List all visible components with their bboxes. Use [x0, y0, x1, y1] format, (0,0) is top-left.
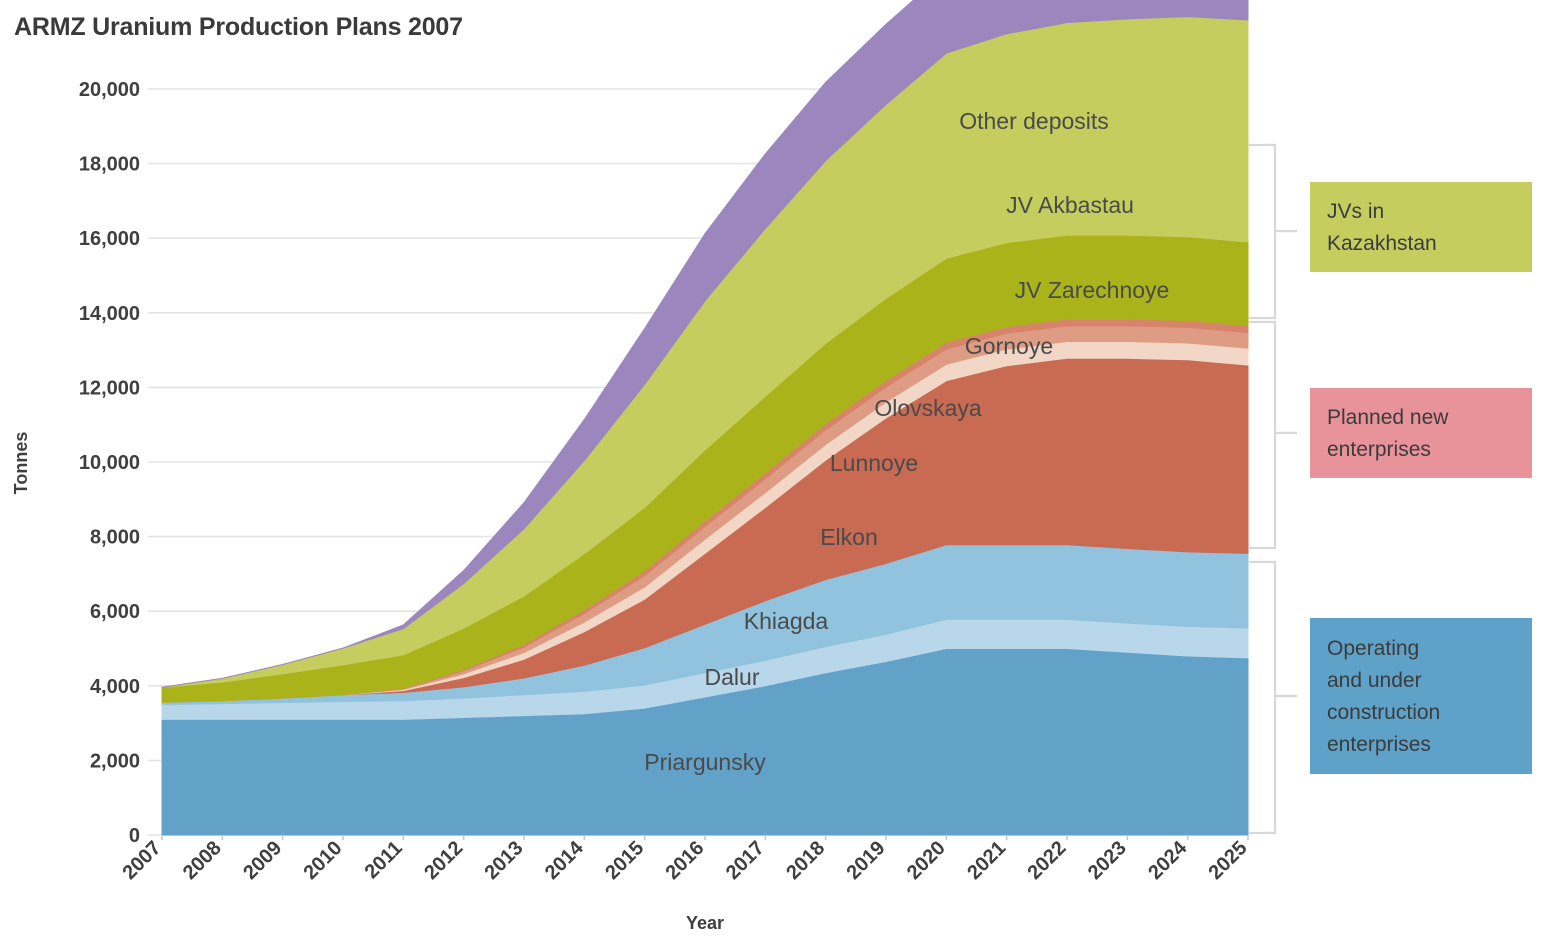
x-tick-label: 2023: [1084, 837, 1131, 884]
x-tick-label: 2012: [420, 837, 467, 884]
legend-bracket: [1249, 560, 1277, 835]
legend-swatch[interactable]: [1310, 618, 1532, 774]
series-label-priargunsky: Priargunsky: [644, 749, 766, 775]
series-label-jv-akbastau: JV Akbastau: [1006, 192, 1134, 218]
series-label-dalur: Dalur: [705, 664, 760, 690]
y-tick-label: 8,000: [90, 527, 140, 549]
legend-label-line: Operating: [1327, 637, 1419, 660]
x-tick-label: 2018: [782, 837, 829, 884]
x-tick-label: 2013: [481, 837, 528, 884]
y-tick-label: 16,000: [79, 228, 140, 250]
legend-label-line: JVs in: [1327, 200, 1384, 223]
y-axis-tick-labels: 0 2,000 4,000 6,000 8,000 10,000 12,000 14,000 1…: [79, 79, 140, 847]
y-tick-label: 0: [129, 825, 140, 847]
x-tick-label: 2010: [300, 837, 347, 884]
x-tick-label: 2011: [361, 837, 407, 883]
x-tick-label: 2014: [541, 836, 589, 884]
y-tick-label: 18,000: [79, 154, 140, 176]
y-tick-label: 14,000: [79, 303, 140, 325]
y-tick-label: 4,000: [90, 676, 140, 698]
series-label-gornoye: Gornoye: [965, 333, 1053, 359]
legend-label-line: enterprises: [1327, 733, 1431, 756]
y-tick-label: 6,000: [90, 601, 140, 623]
x-tick-label: 2016: [662, 837, 709, 884]
legend-label-line: enterprises: [1327, 438, 1431, 461]
x-tick-label: 2017: [722, 837, 769, 884]
x-tick-label: 2009: [239, 837, 286, 884]
area-other-deposits: [161, 0, 1249, 688]
x-axis-tick-labels: 2007 2008 2009 2010 2011 2012 2013 2014 2015 2016…: [119, 835, 1252, 884]
series-label-olovskaya: Olovskaya: [874, 395, 982, 421]
series-labels: Other deposits JV Akbastau JV Zarechnoye Go…: [644, 108, 1169, 775]
y-tick-label: 2,000: [90, 750, 140, 772]
y-tick-label: 10,000: [79, 452, 140, 474]
legend-label-line: Kazakhstan: [1327, 232, 1437, 255]
x-tick-label: 2020: [903, 837, 950, 884]
legend: JVs in Kazakhstan Planned new enterprises Op…: [1249, 143, 1532, 835]
x-tick-label: 2025: [1205, 837, 1252, 884]
legend-label-line: construction: [1327, 701, 1440, 724]
x-tick-label: 2024: [1144, 836, 1192, 884]
page-title: ARMZ Uranium Production Plans 2007: [14, 13, 463, 41]
x-tick-label: 2021: [963, 837, 1010, 884]
y-tick-label: 12,000: [79, 377, 140, 399]
series-label-other-deposits: Other deposits: [959, 108, 1109, 134]
legend-label-line: and under: [1327, 669, 1422, 692]
x-axis-title: Year: [686, 913, 724, 933]
series-label-elkon: Elkon: [820, 524, 878, 550]
legend-label-line: Planned new: [1327, 406, 1449, 429]
x-tick-label: 2007: [119, 837, 166, 884]
x-tick-label: 2015: [601, 837, 648, 884]
legend-swatch[interactable]: [1310, 182, 1532, 272]
y-tick-label: 20,000: [79, 79, 140, 101]
y-axis-title: Tonnes: [11, 432, 31, 495]
legend-bracket: [1249, 320, 1277, 550]
series-label-khiagda: Khiagda: [744, 608, 829, 634]
x-tick-label: 2022: [1024, 837, 1071, 884]
x-tick-label: 2008: [179, 837, 226, 884]
series-label-lunnoye: Lunnoye: [830, 450, 918, 476]
series-label-jv-zarechnoye: JV Zarechnoye: [1015, 277, 1170, 303]
legend-swatch[interactable]: [1310, 388, 1532, 478]
area-series-group: [161, 0, 1249, 836]
legend-bracket: [1249, 143, 1277, 320]
x-tick-label: 2019: [843, 837, 890, 884]
